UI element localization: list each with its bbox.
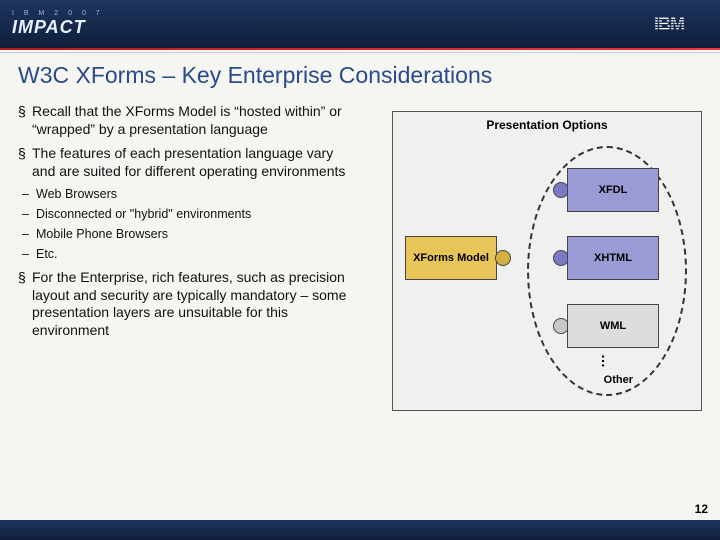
ibm-logo: IBM (654, 15, 708, 33)
sub-bullet-item: Etc. (22, 247, 358, 261)
footer-bar (0, 520, 720, 540)
sub-bullet-item: Mobile Phone Browsers (22, 227, 358, 241)
presentation-options-diagram: Presentation Options XForms Model XFDL X… (392, 111, 702, 411)
svg-text:IBM: IBM (654, 15, 684, 33)
slide-content: W3C XForms – Key Enterprise Consideratio… (0, 54, 720, 518)
bullet-item: Recall that the XForms Model is “hosted … (18, 103, 358, 139)
option-label: XFDL (599, 184, 628, 196)
diagram-title: Presentation Options (393, 112, 701, 134)
header-accent-line (0, 48, 720, 50)
ellipsis-icon: … (599, 354, 615, 369)
xforms-model-piece: XForms Model (405, 236, 497, 280)
option-piece-xhtml: XHTML (567, 236, 659, 280)
logo-title: IMPACT (12, 17, 104, 38)
logo-subtitle: I B M 2 0 0 7 (12, 10, 104, 17)
diagram-column: Presentation Options XForms Model XFDL X… (368, 103, 702, 346)
bullet-item: For the Enterprise, rich features, such … (18, 269, 358, 341)
header-bar: I B M 2 0 0 7 IMPACT IBM (0, 0, 720, 48)
option-label: XHTML (594, 252, 632, 264)
slide-title: W3C XForms – Key Enterprise Consideratio… (18, 62, 702, 89)
option-piece-wml: WML (567, 304, 659, 348)
option-label: WML (600, 320, 626, 332)
option-piece-xfdl: XFDL (567, 168, 659, 212)
text-column: Recall that the XForms Model is “hosted … (18, 103, 358, 346)
page-number: 12 (695, 502, 708, 516)
model-label: XForms Model (413, 252, 489, 264)
impact-logo: I B M 2 0 0 7 IMPACT (12, 10, 104, 38)
sub-bullet-item: Disconnected or "hybrid" environments (22, 207, 358, 221)
bullet-item: The features of each presentation langua… (18, 145, 358, 181)
other-label: Other (604, 374, 633, 386)
sub-bullet-item: Web Browsers (22, 187, 358, 201)
puzzle-knob-icon (495, 250, 511, 266)
header-divider (0, 52, 720, 53)
